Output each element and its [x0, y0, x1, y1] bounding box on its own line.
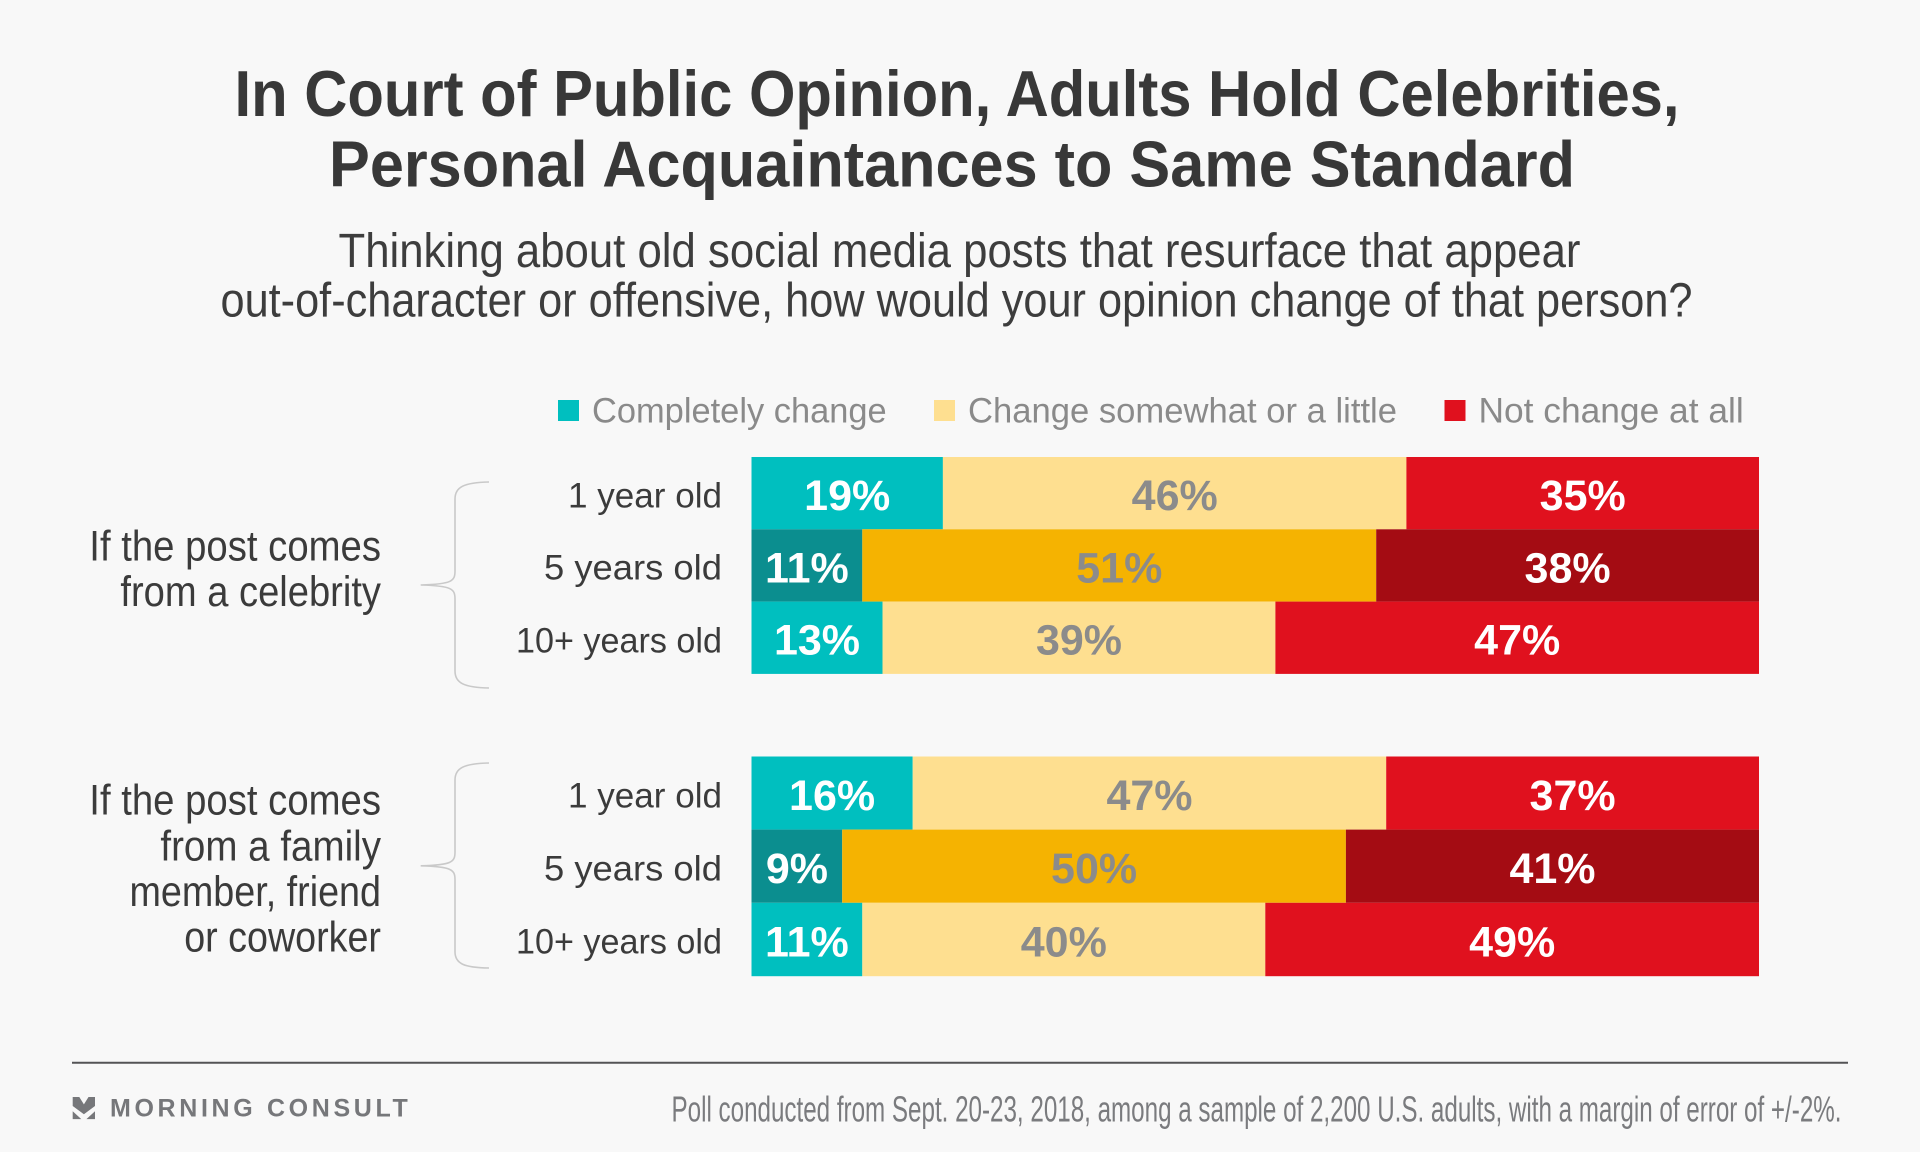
svg-text:5 years old: 5 years old	[544, 549, 722, 588]
svg-text:Change somewhat or a little: Change somewhat or a little	[968, 392, 1397, 431]
svg-text:19%: 19%	[804, 472, 890, 520]
svg-text:47%: 47%	[1106, 772, 1192, 820]
svg-text:13%: 13%	[774, 617, 860, 665]
svg-text:10+ years old: 10+ years old	[516, 622, 722, 661]
svg-text:Poll conducted from Sept. 20-2: Poll conducted from Sept. 20-23, 2018, a…	[672, 1089, 1842, 1130]
svg-text:member, friend: member, friend	[130, 868, 382, 916]
svg-text:49%: 49%	[1469, 919, 1555, 967]
svg-text:47%: 47%	[1474, 617, 1560, 665]
svg-text:39%: 39%	[1036, 617, 1122, 665]
svg-text:Not change at all: Not change at all	[1479, 392, 1744, 431]
svg-text:Completely change: Completely change	[592, 392, 887, 431]
svg-text:Thinking about old social medi: Thinking about old social media posts th…	[339, 225, 1581, 278]
svg-text:from a celebrity: from a celebrity	[120, 568, 381, 616]
svg-text:38%: 38%	[1525, 545, 1611, 593]
svg-text:50%: 50%	[1051, 845, 1137, 893]
svg-text:1 year old: 1 year old	[568, 476, 722, 515]
svg-text:10+ years old: 10+ years old	[516, 922, 722, 961]
svg-text:51%: 51%	[1076, 545, 1162, 593]
svg-text:MORNING CONSULT: MORNING CONSULT	[110, 1095, 411, 1123]
svg-text:35%: 35%	[1540, 472, 1626, 520]
svg-text:5 years old: 5 years old	[544, 849, 722, 888]
svg-text:Personal Acquaintances to Same: Personal Acquaintances to Same Standard	[329, 128, 1575, 201]
svg-text:40%: 40%	[1021, 919, 1107, 967]
svg-text:If the post comes: If the post comes	[89, 522, 381, 570]
svg-text:If the post comes: If the post comes	[89, 777, 381, 825]
svg-text:11%: 11%	[765, 545, 849, 593]
svg-text:16%: 16%	[789, 772, 875, 820]
svg-text:from a family: from a family	[160, 822, 381, 870]
svg-text:9%: 9%	[766, 845, 828, 893]
svg-text:out-of-character or offensive,: out-of-character or offensive, how would…	[221, 275, 1693, 328]
svg-text:In Court of Public Opinion, Ad: In Court of Public Opinion, Adults Hold …	[235, 57, 1680, 130]
svg-text:41%: 41%	[1509, 845, 1595, 893]
svg-text:11%: 11%	[765, 919, 849, 967]
svg-text:or coworker: or coworker	[184, 913, 381, 961]
svg-text:1 year old: 1 year old	[568, 776, 722, 815]
svg-text:37%: 37%	[1530, 772, 1616, 820]
svg-text:46%: 46%	[1132, 472, 1218, 520]
